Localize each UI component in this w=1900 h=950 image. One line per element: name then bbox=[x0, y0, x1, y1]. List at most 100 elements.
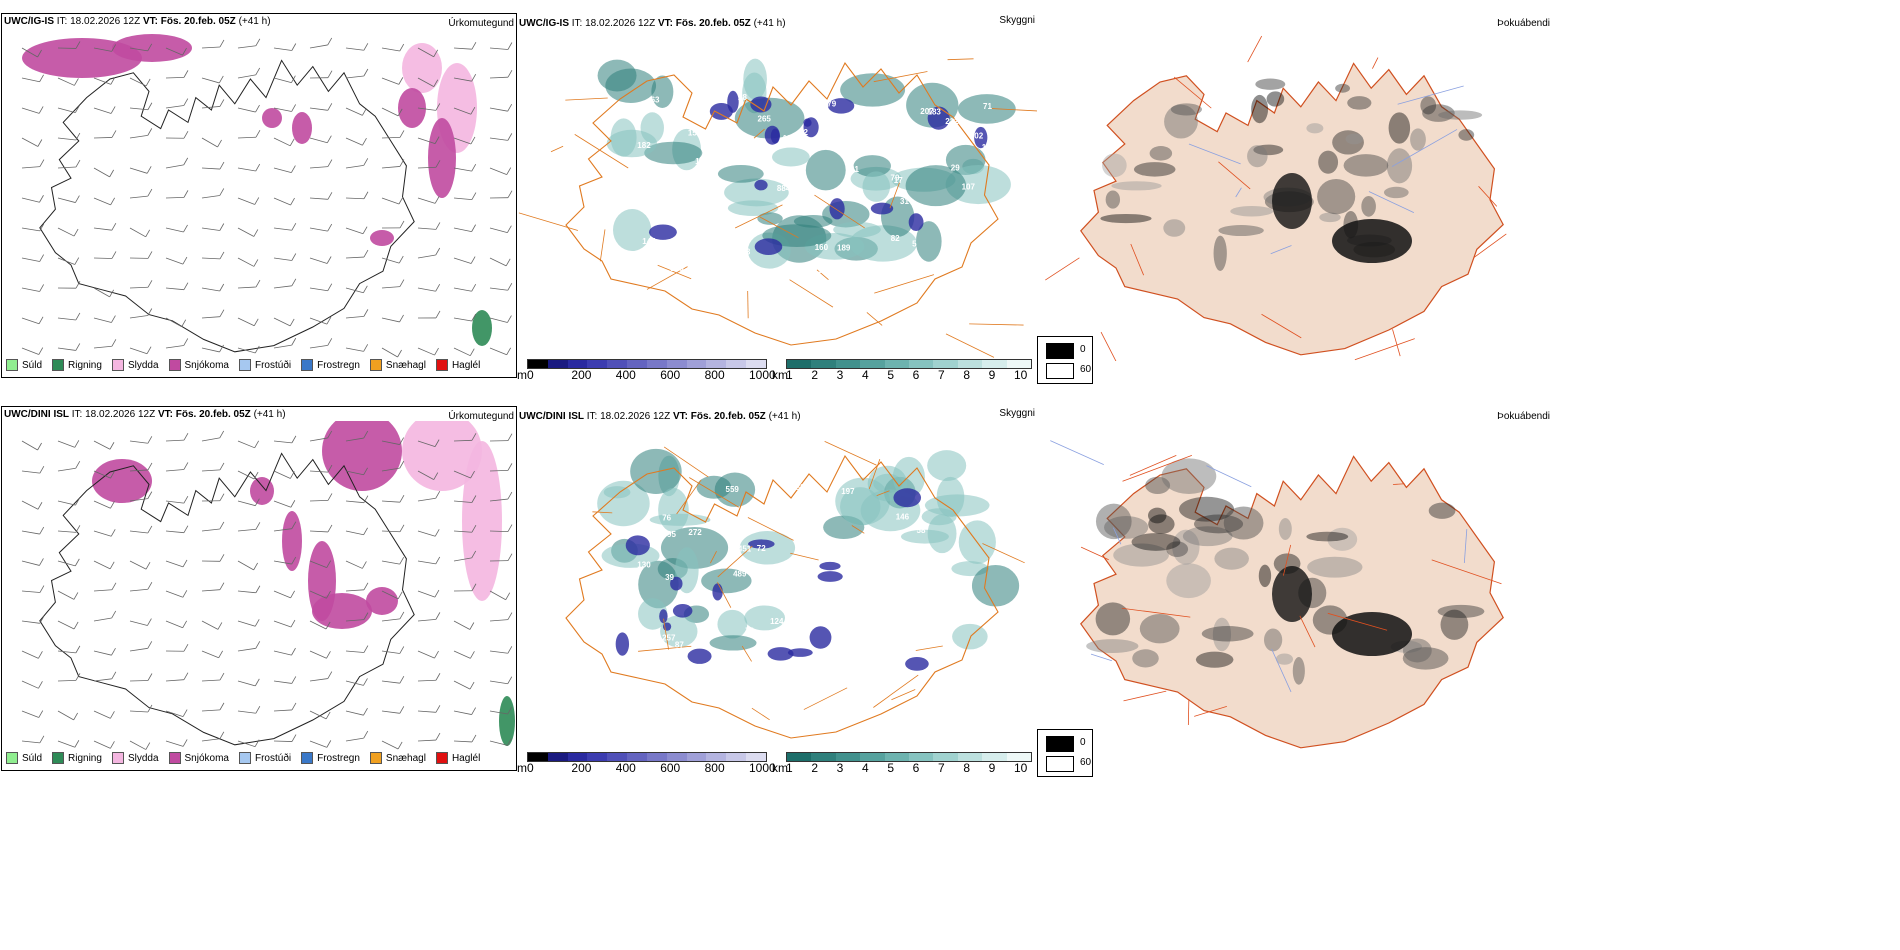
legend-swatch bbox=[168, 752, 181, 764]
colorbar-tick: 6 bbox=[912, 368, 920, 382]
colorbar-tick: 8 bbox=[963, 761, 971, 775]
colorbar-tick: 800 bbox=[704, 761, 725, 775]
fog-type-label: Þokuábendi bbox=[1497, 18, 1550, 29]
fog-map bbox=[1050, 440, 1504, 749]
visibility-value-label: 12 bbox=[865, 262, 874, 271]
legend-item: Snjókoma bbox=[168, 359, 229, 371]
visibility-value-label: 183 bbox=[928, 107, 942, 116]
visibility-value-label: 107 bbox=[962, 182, 976, 191]
legend-item: Slydda bbox=[111, 752, 159, 764]
colorbar-tick: 0 bbox=[527, 368, 534, 382]
visibility-value-label: 28 bbox=[738, 93, 747, 102]
visibility-value-label: 32 bbox=[822, 508, 831, 517]
visibility-value-label: 12 bbox=[783, 134, 792, 143]
legend-label: Snjókoma bbox=[184, 752, 229, 764]
visibility-value-label: 106 bbox=[767, 275, 781, 284]
fog-type-label: Þokuábendi bbox=[1497, 411, 1550, 422]
visibility-value-label: 29 bbox=[951, 164, 960, 173]
fog-legend-swatch bbox=[1046, 736, 1074, 752]
visibility-value-label: 89 bbox=[869, 585, 878, 594]
visibility-header-dini: UWC/DINI ISL IT: 18.02.2026 12Z VT: Fös.… bbox=[519, 411, 801, 422]
legend-swatch bbox=[52, 359, 65, 371]
visibility-value-label: 235 bbox=[936, 626, 950, 635]
visibility-value-label: 82 bbox=[891, 234, 900, 243]
colorbar-tick: 4 bbox=[862, 368, 869, 382]
fog-legend: 0 60 bbox=[1037, 729, 1093, 777]
visibility-value-label: 136 bbox=[856, 589, 870, 598]
visibility-value-label: 884 bbox=[777, 184, 791, 193]
visibility-value-label: 324 bbox=[796, 560, 810, 569]
visibility-value-label: 243 bbox=[918, 152, 932, 161]
precip-panel-igs: UWC/IG-IS IT: 18.02.2026 12Z VT: Fös. 20… bbox=[1, 13, 517, 378]
visibility-value-label: 189 bbox=[837, 244, 851, 253]
legend-swatch bbox=[301, 752, 314, 764]
fog-panel-igs: Þokuábendi 0 60 bbox=[1037, 13, 1552, 384]
visibility-value-label: 144 bbox=[642, 237, 656, 246]
colorbar-tick: 400 bbox=[615, 368, 636, 382]
legend-item: Frostregn bbox=[301, 752, 360, 764]
colorbar-tick: 9 bbox=[988, 368, 996, 382]
colorbar-tick: 10 bbox=[1014, 761, 1028, 775]
fog-panel-dini: Þokuábendi 0 60 bbox=[1037, 406, 1552, 777]
visibility-panel-igs: UWC/IG-IS IT: 18.02.2026 12Z VT: Fös. 20… bbox=[517, 13, 1037, 382]
fog-legend-value: 60 bbox=[1080, 757, 1092, 768]
visibility-value-label: 17 bbox=[894, 176, 903, 185]
colorbar-tick: 2 bbox=[811, 761, 819, 775]
colorbar-tick: 5 bbox=[887, 368, 895, 382]
colorbar-tick: 10 bbox=[1014, 368, 1028, 382]
visibility-value-label: 102 bbox=[970, 132, 984, 141]
visibility-colorbar: km 1 2 3 4 5 6 7 8 9 10 bbox=[772, 359, 1032, 382]
precip-panel-dini: UWC/DINI ISL IT: 18.02.2026 12Z VT: Fös.… bbox=[1, 406, 517, 771]
legend-swatch bbox=[111, 359, 124, 371]
colorbar-tick: 4 bbox=[862, 761, 869, 775]
visibility-value-label: 151 bbox=[688, 129, 702, 138]
fog-legend-swatch bbox=[1046, 756, 1074, 772]
visibility-value-label: 163 bbox=[737, 247, 751, 256]
legend-item: Haglél bbox=[435, 752, 481, 764]
colorbar-strip bbox=[527, 752, 767, 762]
visibility-value-label: 12 bbox=[678, 673, 687, 682]
legend-item: Snjókoma bbox=[168, 752, 229, 764]
legend-label: Rigning bbox=[68, 359, 102, 371]
colorbar-strip bbox=[786, 359, 1032, 369]
legend-label: Snjókoma bbox=[184, 359, 229, 371]
visibility-value-label: 207 bbox=[920, 107, 934, 116]
colorbar-unit: km bbox=[772, 761, 788, 775]
legend-label: Frostregn bbox=[317, 752, 360, 764]
colorbar-unit: km bbox=[772, 368, 788, 382]
visibility-value-label: 42 bbox=[967, 280, 976, 289]
legend-swatch bbox=[369, 752, 382, 764]
legend-label: Slydda bbox=[127, 359, 159, 371]
precip-header-dini: UWC/DINI ISL IT: 18.02.2026 12Z VT: Fös.… bbox=[4, 409, 286, 420]
colorbar-tick: 1 bbox=[786, 761, 793, 775]
legend-label: Haglél bbox=[451, 752, 481, 764]
visibility-value-label: 73 bbox=[745, 626, 754, 635]
colorbar-tick: 2 bbox=[811, 368, 819, 382]
colorbar-strip bbox=[527, 359, 767, 369]
legend-label: Slydda bbox=[127, 752, 159, 764]
visibility-value-label: 559 bbox=[726, 485, 740, 494]
precip-type-label: Úrkomutegund bbox=[448, 411, 514, 422]
colorbar-tick: 9 bbox=[988, 761, 996, 775]
legend-label: Haglél bbox=[451, 359, 481, 371]
legend-label: Súld bbox=[22, 752, 43, 764]
visibility-value-label: 82 bbox=[799, 128, 808, 137]
visibility-value-label: 79 bbox=[886, 646, 895, 655]
fog-legend-value: 60 bbox=[1080, 364, 1092, 375]
visibility-panel-dini: UWC/DINI ISL IT: 18.02.2026 12Z VT: Fös.… bbox=[517, 406, 1037, 775]
visibility-value-label: 0 bbox=[957, 242, 962, 251]
colorbar-unit: m bbox=[517, 368, 527, 382]
visibility-value-label: 212 bbox=[945, 117, 959, 126]
visibility-value-label: 199 bbox=[814, 266, 828, 275]
legend-swatch bbox=[6, 752, 18, 764]
visibility-value-label: 145 bbox=[863, 674, 877, 683]
visibility-value-label: 31 bbox=[900, 197, 909, 206]
colorbar-tick: 600 bbox=[660, 368, 681, 382]
visibility-value-label: 82 bbox=[796, 483, 805, 492]
legend-swatch bbox=[6, 359, 18, 371]
legend-item: Frostúði bbox=[238, 752, 291, 764]
visibility-value-label: 72 bbox=[757, 544, 766, 553]
visibility-value-label: 146 bbox=[896, 513, 910, 522]
colorbar-tick: 200 bbox=[571, 761, 592, 775]
colorbar-strip bbox=[786, 752, 1032, 762]
